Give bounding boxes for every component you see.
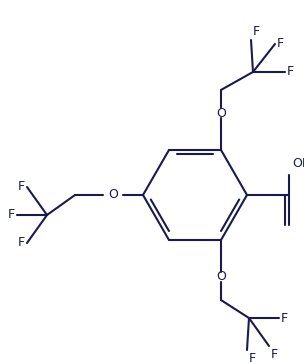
Text: O: O: [108, 189, 118, 202]
Text: F: F: [249, 352, 256, 362]
Text: O: O: [216, 107, 226, 120]
Text: O: O: [216, 270, 226, 283]
Text: F: F: [287, 66, 294, 79]
Text: F: F: [18, 181, 25, 194]
Text: F: F: [253, 25, 260, 38]
Text: F: F: [281, 312, 288, 325]
Text: F: F: [18, 236, 25, 249]
Text: F: F: [8, 209, 15, 222]
Text: F: F: [277, 37, 284, 50]
Text: F: F: [271, 348, 278, 361]
Text: OH: OH: [292, 157, 304, 170]
